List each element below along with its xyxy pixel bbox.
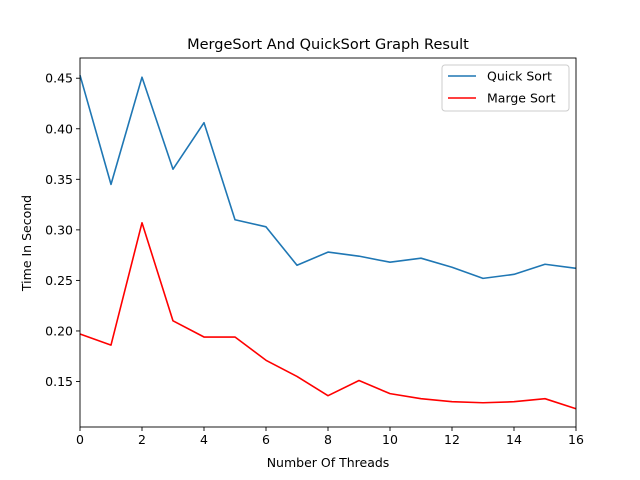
y-tick-label: 0.15 xyxy=(45,374,73,389)
series-line-0 xyxy=(79,74,577,280)
legend-label-1: Marge Sort xyxy=(487,91,556,106)
x-tick-label: 0 xyxy=(76,432,84,447)
legend-label-0: Quick Sort xyxy=(487,69,552,84)
y-tick-label: 0.20 xyxy=(45,323,73,338)
y-tick-label: 0.25 xyxy=(45,273,73,288)
y-tick-label: 0.40 xyxy=(45,121,73,136)
series-line-1 xyxy=(79,221,577,410)
y-tick-label: 0.30 xyxy=(45,222,73,237)
x-tick-label: 8 xyxy=(324,432,332,447)
y-tick-label: 0.45 xyxy=(45,71,73,86)
x-tick-label: 14 xyxy=(506,432,522,447)
chart-title: MergeSort And QuickSort Graph Result xyxy=(187,37,469,53)
x-tick-label: 16 xyxy=(568,432,584,447)
x-tick-label: 10 xyxy=(382,432,398,447)
y-tick-label: 0.35 xyxy=(45,172,73,187)
y-axis-label: Time In Second xyxy=(19,195,34,292)
x-tick-label: 4 xyxy=(200,432,208,447)
x-tick-label: 12 xyxy=(444,432,460,447)
x-tick-label: 6 xyxy=(262,432,270,447)
x-tick-label: 2 xyxy=(138,432,146,447)
plot-area: 0 2 4 6 8 10 12 14 16 0.15 0.20 0.25 0.30 0.35 0.40 0.4… xyxy=(45,57,584,447)
x-axis-label: Number Of Threads xyxy=(267,455,390,470)
legend: Quick Sort Marge Sort xyxy=(441,64,570,112)
